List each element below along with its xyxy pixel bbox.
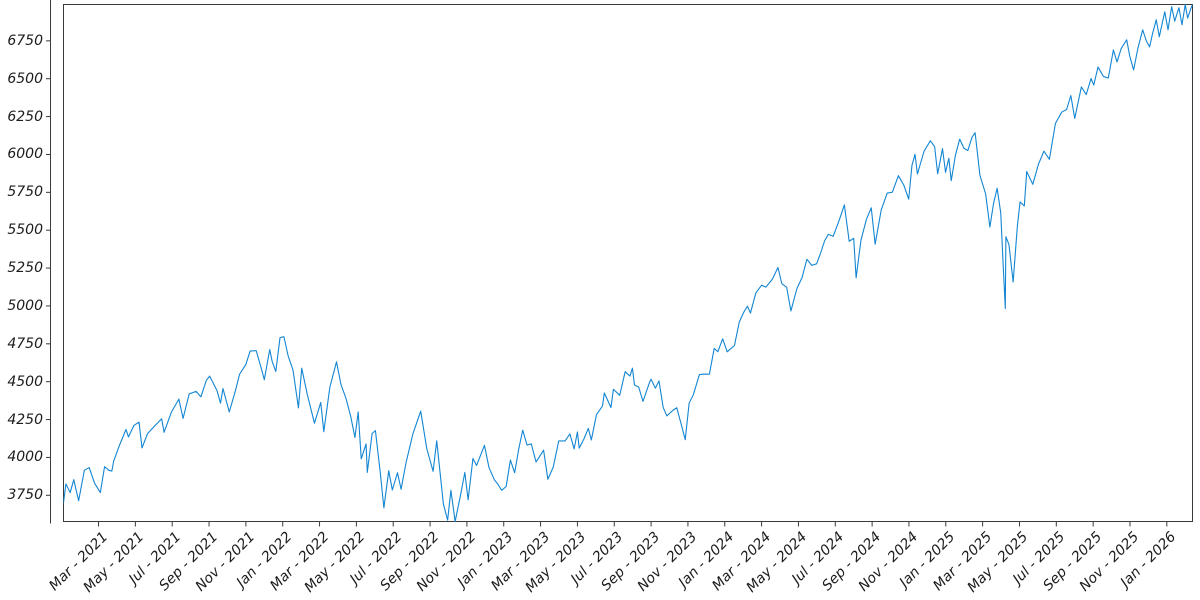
y-tick-label: 6000	[7, 146, 43, 163]
y-tick-label: 4250	[7, 411, 43, 428]
y-tick-label: 6250	[7, 108, 43, 125]
y-tick-label: 5250	[7, 260, 43, 277]
y-tick-label: 3750	[7, 487, 43, 504]
y-tick-label: 6500	[7, 70, 43, 87]
price-line	[63, 4, 1193, 522]
y-tick-label: 4000	[7, 449, 43, 466]
y-tick-label: 4500	[7, 373, 43, 390]
y-tick-label: 5750	[7, 184, 43, 201]
y-tick-label: 5000	[7, 297, 43, 314]
plot-border	[63, 4, 1193, 522]
y-tick-label: 5500	[7, 222, 43, 239]
y-tick-label: 4750	[7, 335, 43, 352]
y-tick-label: 6750	[7, 32, 43, 49]
